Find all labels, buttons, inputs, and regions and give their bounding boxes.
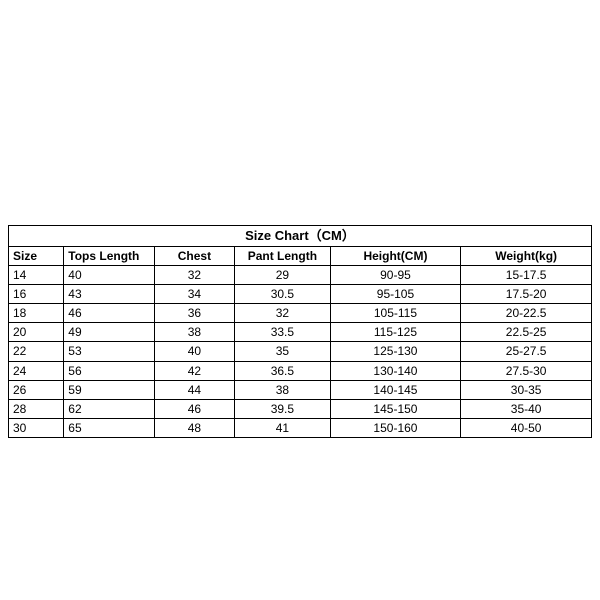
table-cell: 40: [64, 265, 154, 284]
table-cell: 36.5: [235, 361, 330, 380]
col-header: Tops Length: [64, 246, 154, 265]
table-cell: 42: [154, 361, 234, 380]
table-cell: 15-17.5: [461, 265, 592, 284]
table-cell: 18: [9, 304, 64, 323]
table-cell: 17.5-20: [461, 284, 592, 303]
table-cell: 20-22.5: [461, 304, 592, 323]
table-cell: 27.5-30: [461, 361, 592, 380]
table-row: 16433430.595-10517.5-20: [9, 284, 592, 303]
table-cell: 56: [64, 361, 154, 380]
table-cell: 40-50: [461, 419, 592, 438]
table-row: 24564236.5130-14027.5-30: [9, 361, 592, 380]
table-cell: 65: [64, 419, 154, 438]
col-header: Height(CM): [330, 246, 461, 265]
table-cell: 30-35: [461, 380, 592, 399]
table-cell: 41: [235, 419, 330, 438]
table-cell: 34: [154, 284, 234, 303]
table-cell: 150-160: [330, 419, 461, 438]
table-cell: 48: [154, 419, 234, 438]
col-header: Pant Length: [235, 246, 330, 265]
table-cell: 14: [9, 265, 64, 284]
table-cell: 35: [235, 342, 330, 361]
table-cell: 53: [64, 342, 154, 361]
table-cell: 36: [154, 304, 234, 323]
table-row: 26594438140-14530-35: [9, 380, 592, 399]
col-header: Weight(kg): [461, 246, 592, 265]
table-cell: 145-150: [330, 400, 461, 419]
table-title: Size Chart（CM）: [9, 226, 592, 247]
table-cell: 22: [9, 342, 64, 361]
table-cell: 49: [64, 323, 154, 342]
table-cell: 30.5: [235, 284, 330, 303]
table-cell: 33.5: [235, 323, 330, 342]
table-cell: 16: [9, 284, 64, 303]
table-row: 30654841150-16040-50: [9, 419, 592, 438]
table-row: 1440322990-9515-17.5: [9, 265, 592, 284]
table-cell: 29: [235, 265, 330, 284]
table-row: 22534035125-13025-27.5: [9, 342, 592, 361]
table-cell: 24: [9, 361, 64, 380]
table-body: 1440322990-9515-17.516433430.595-10517.5…: [9, 265, 592, 438]
table-cell: 46: [154, 400, 234, 419]
table-cell: 20: [9, 323, 64, 342]
table-cell: 40: [154, 342, 234, 361]
table-cell: 44: [154, 380, 234, 399]
table-cell: 26: [9, 380, 64, 399]
size-chart-table: Size Chart（CM） SizeTops LengthChestPant …: [8, 225, 592, 438]
col-header: Size: [9, 246, 64, 265]
table-cell: 130-140: [330, 361, 461, 380]
table-row: 18463632105-11520-22.5: [9, 304, 592, 323]
table-cell: 28: [9, 400, 64, 419]
table-header-row: SizeTops LengthChestPant LengthHeight(CM…: [9, 246, 592, 265]
table-cell: 59: [64, 380, 154, 399]
table-cell: 62: [64, 400, 154, 419]
table-cell: 25-27.5: [461, 342, 592, 361]
table-cell: 38: [235, 380, 330, 399]
table-cell: 22.5-25: [461, 323, 592, 342]
table-cell: 115-125: [330, 323, 461, 342]
col-header: Chest: [154, 246, 234, 265]
table-cell: 95-105: [330, 284, 461, 303]
table-cell: 105-115: [330, 304, 461, 323]
table-cell: 32: [235, 304, 330, 323]
table-cell: 38: [154, 323, 234, 342]
table-cell: 35-40: [461, 400, 592, 419]
table-cell: 43: [64, 284, 154, 303]
table-cell: 39.5: [235, 400, 330, 419]
table-row: 20493833.5115-12522.5-25: [9, 323, 592, 342]
table-cell: 140-145: [330, 380, 461, 399]
table-cell: 32: [154, 265, 234, 284]
table-cell: 90-95: [330, 265, 461, 284]
table-cell: 125-130: [330, 342, 461, 361]
table-cell: 46: [64, 304, 154, 323]
size-chart-table-wrap: Size Chart（CM） SizeTops LengthChestPant …: [8, 225, 592, 438]
table-cell: 30: [9, 419, 64, 438]
table-row: 28624639.5145-15035-40: [9, 400, 592, 419]
